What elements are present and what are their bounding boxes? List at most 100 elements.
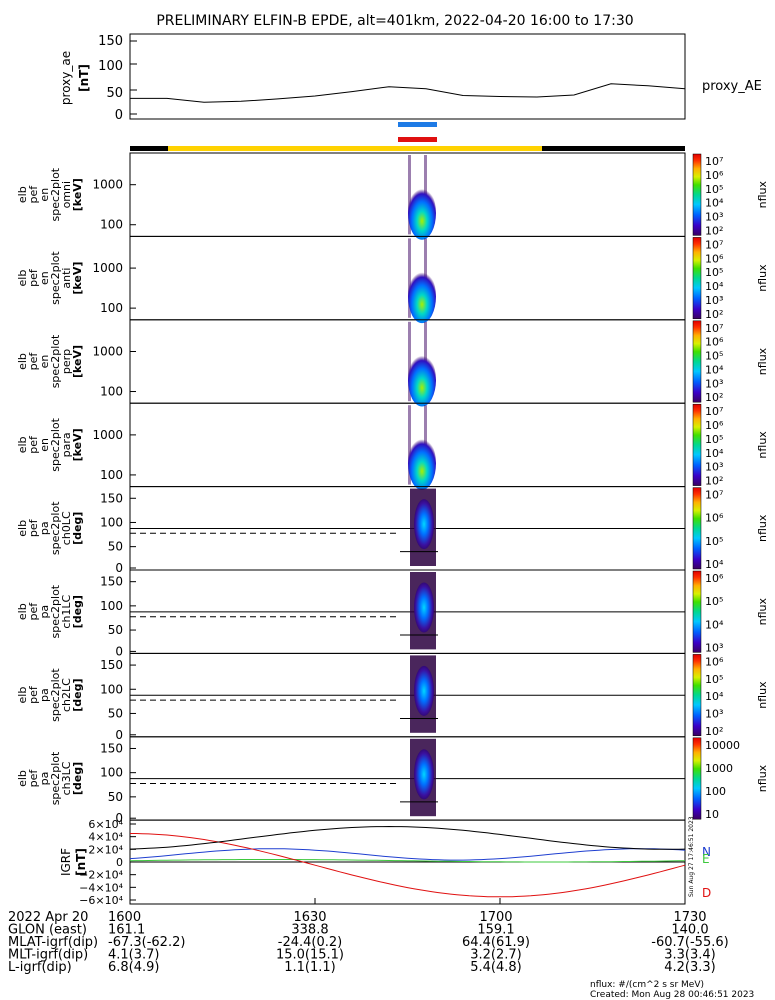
sunlight-bar-shadow-right [542,146,685,151]
colorbar [692,487,702,570]
colorbar-tick: 10⁶ [705,336,724,349]
panel-tick: 50 [108,790,123,804]
panel-ylabel: ch2LC [60,678,73,712]
igrf-tick: 0 [116,856,123,869]
panel-tick: 150 [100,741,123,755]
panel-tick: 100 [100,599,123,613]
colorbar-tick: 10² [705,224,723,237]
colorbar-label: nflux [756,264,769,292]
panel-ylabel: pa [38,688,51,702]
colorbar [692,570,702,653]
colorbar-tick: 10⁷ [705,322,723,335]
colorbar-tick: 10⁷ [705,155,723,168]
colorbar-tick: 10⁵ [705,266,723,279]
footer-cell: 2022 Apr 20 [8,910,88,925]
spectrogram-flux [414,582,434,633]
panel-ylabel: spec2plot [49,251,62,305]
spectrogram-flux [408,436,436,490]
spectrogram-flux [408,353,436,407]
igrf-side-timestamp: Sun Aug 27 17:46:51 2023 [688,816,695,897]
colorbar-tick: 10⁶ [705,655,724,668]
footer-cell: MLT-igrf(dip) [8,948,88,963]
panel-tick: 1000 [92,178,123,192]
igrf-label-n: N [702,845,711,859]
panel-ylabel: elb [16,770,29,787]
panel-tick: 1000 [92,344,123,358]
panel-tick: 150 [100,658,123,672]
north-pass-marker [398,122,437,127]
panel-frame [129,402,686,488]
panel-tick: 100 [100,766,123,780]
colorbar-tick: 10⁵ [705,595,723,608]
colorbar-label: nflux [756,431,769,459]
colorbar-label: nflux [756,181,769,209]
panel-frame [129,152,686,237]
footer-cell: 6.8(4.9) [108,960,160,975]
colorbar [692,153,702,236]
igrf-yunit: [nT] [74,848,88,876]
panel-tick: 50 [108,623,123,637]
igrf-label-e: E [702,852,710,866]
sunlight-bar-shadow-left [130,146,168,151]
panel-tick: 0 [115,728,123,742]
footer-cell: 3.3(3.4) [664,948,716,963]
proxy-ae-frame [129,33,686,120]
proxy-ae-panel: proxy_ae [nT] proxy_AE 150 100 50 0 [59,33,762,123]
spectrogram-flux [408,269,436,324]
footer-cell: 140.0 [671,923,708,938]
proxy-tick: 50 [106,86,123,101]
colorbar-label: nflux [756,514,769,542]
spectrogram-streaks [408,405,411,485]
panel-tick: 100 [100,218,123,232]
colorbar-tick: 10⁴ [705,618,724,631]
footer-cell: 4.2(3.3) [664,960,716,975]
panel-ylabel: [keV] [71,428,84,461]
colorbar-tick: 10⁴ [705,197,724,210]
igrf-tick: 4×10⁴ [88,831,123,844]
panel-ylabel: spec2plot [49,167,62,221]
colorbar-tick: 10⁶ [705,419,724,432]
panel-ylabel: elb [16,603,29,620]
panel-tick: 50 [108,540,123,554]
proxy-tick: 0 [115,108,123,123]
panel-tick: 100 [100,468,123,482]
igrf-e-series [129,859,686,863]
panel-ylabel: elb [16,687,29,704]
panel-ylabel: spec2plot [49,668,62,722]
proxy-ae-yunit: [nT] [77,64,91,92]
panel-tick: 0 [115,561,123,575]
igrf-d-series [130,833,686,898]
footer-cell: GLON (east) [8,923,87,938]
colorbar-tick: 10⁵ [705,433,723,446]
spectrogram-streaks [408,155,411,235]
panel-ylabel: elb [16,436,29,453]
panel-ylabel: ch1LC [60,594,73,628]
colorbar-tick: 10000 [705,739,740,752]
colorbar-tick: 10⁵ [705,183,723,196]
ephemeris-footer: 2022 Apr 20 1600 1630 1700 1730 GLON (east) 16… [8,910,729,975]
igrf-tick: −6×10⁴ [79,894,123,907]
panel-tick: 100 [100,385,123,399]
panel-tick: 100 [100,301,123,315]
panel-ylabel: spec2plot [49,501,62,555]
footer-cell: -24.4(0.2) [278,935,342,950]
footer-cell: 3.2(2.7) [470,948,522,963]
panel-ylabel: ch0LC [60,511,73,545]
footer-cell: -60.7(-55.6) [651,935,728,950]
colorbar-tick: 100 [705,785,726,798]
panel-ylabel: [deg] [71,595,84,628]
panel-ylabel: en [38,188,51,202]
panel-ylabel: elb [16,270,29,287]
colorbar-tick: 1000 [705,762,733,775]
footer-cell: 64.4(61.9) [462,935,530,950]
colorbar-tick: 10⁶ [705,512,724,525]
footer-cell: 1730 [673,910,706,925]
panel-frame [129,319,686,404]
spectrogram-flux [414,499,434,550]
spectrogram-flux [414,749,434,800]
